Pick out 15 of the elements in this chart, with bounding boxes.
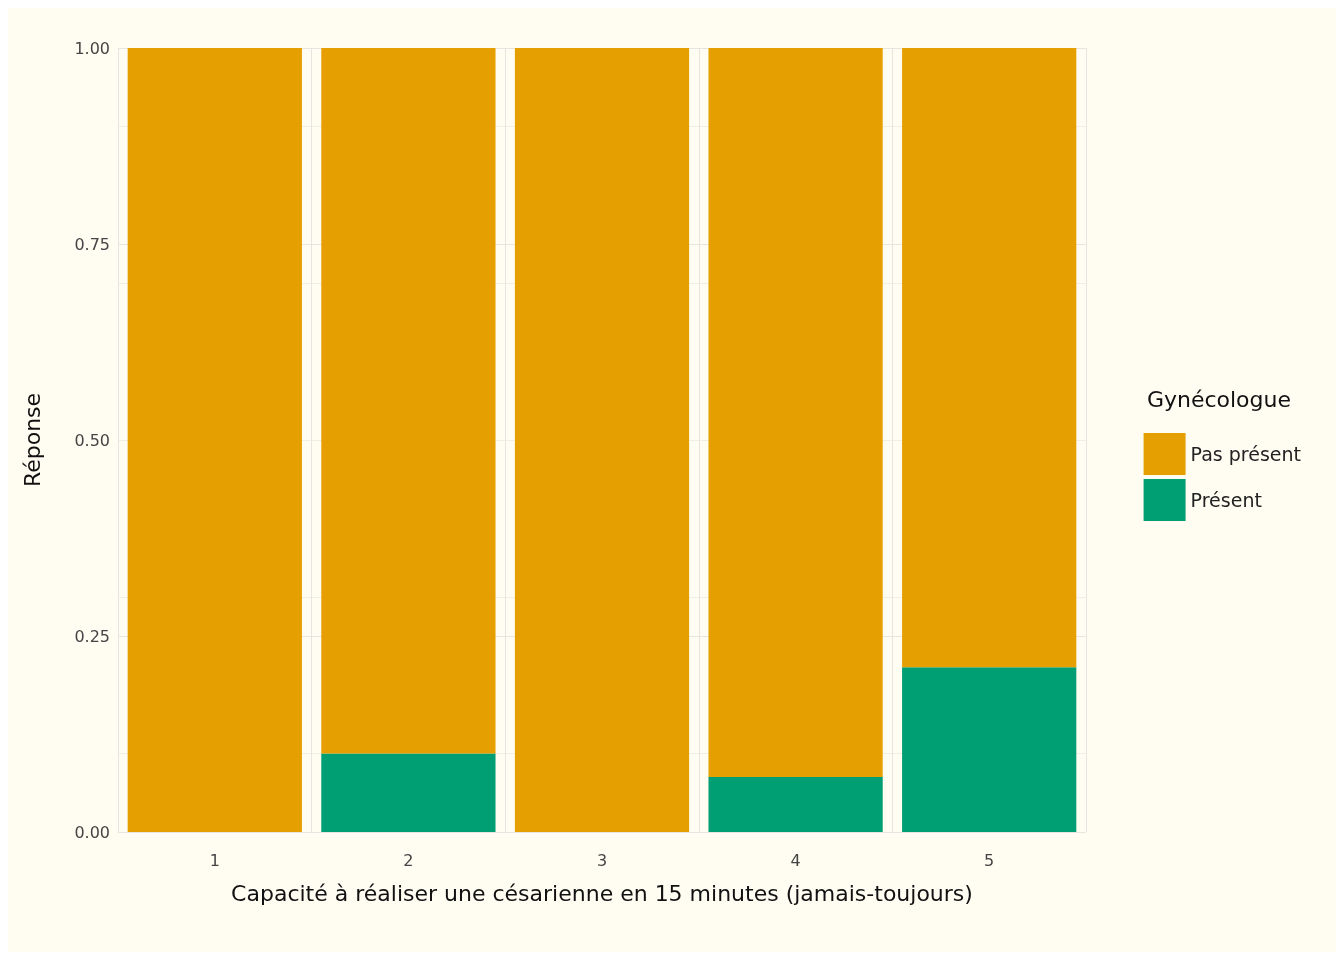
y-tick-label: 0.75: [74, 234, 110, 254]
y-tick-label: 0.50: [74, 430, 110, 450]
legend-label: Pas présent: [1190, 443, 1302, 465]
y-tick-label: 0.00: [74, 822, 110, 842]
x-tick-label: 3: [596, 850, 608, 870]
x-tick-label: 4: [790, 850, 801, 870]
legend-title: Gynécologue: [1146, 386, 1292, 412]
y-tick-label: 0.25: [74, 626, 110, 646]
x-tick-label: 2: [403, 850, 414, 870]
x-axis-title: Capacité à réaliser une césarienne en 15 minutes (jamais-toujours): [231, 880, 973, 906]
x-tick-label: 5: [984, 850, 995, 870]
y-tick-label: 1.00: [74, 38, 110, 58]
y-axis-title: Réponse: [19, 392, 45, 488]
legend-label: Présent: [1190, 489, 1262, 511]
x-tick-label: 1: [209, 850, 220, 870]
